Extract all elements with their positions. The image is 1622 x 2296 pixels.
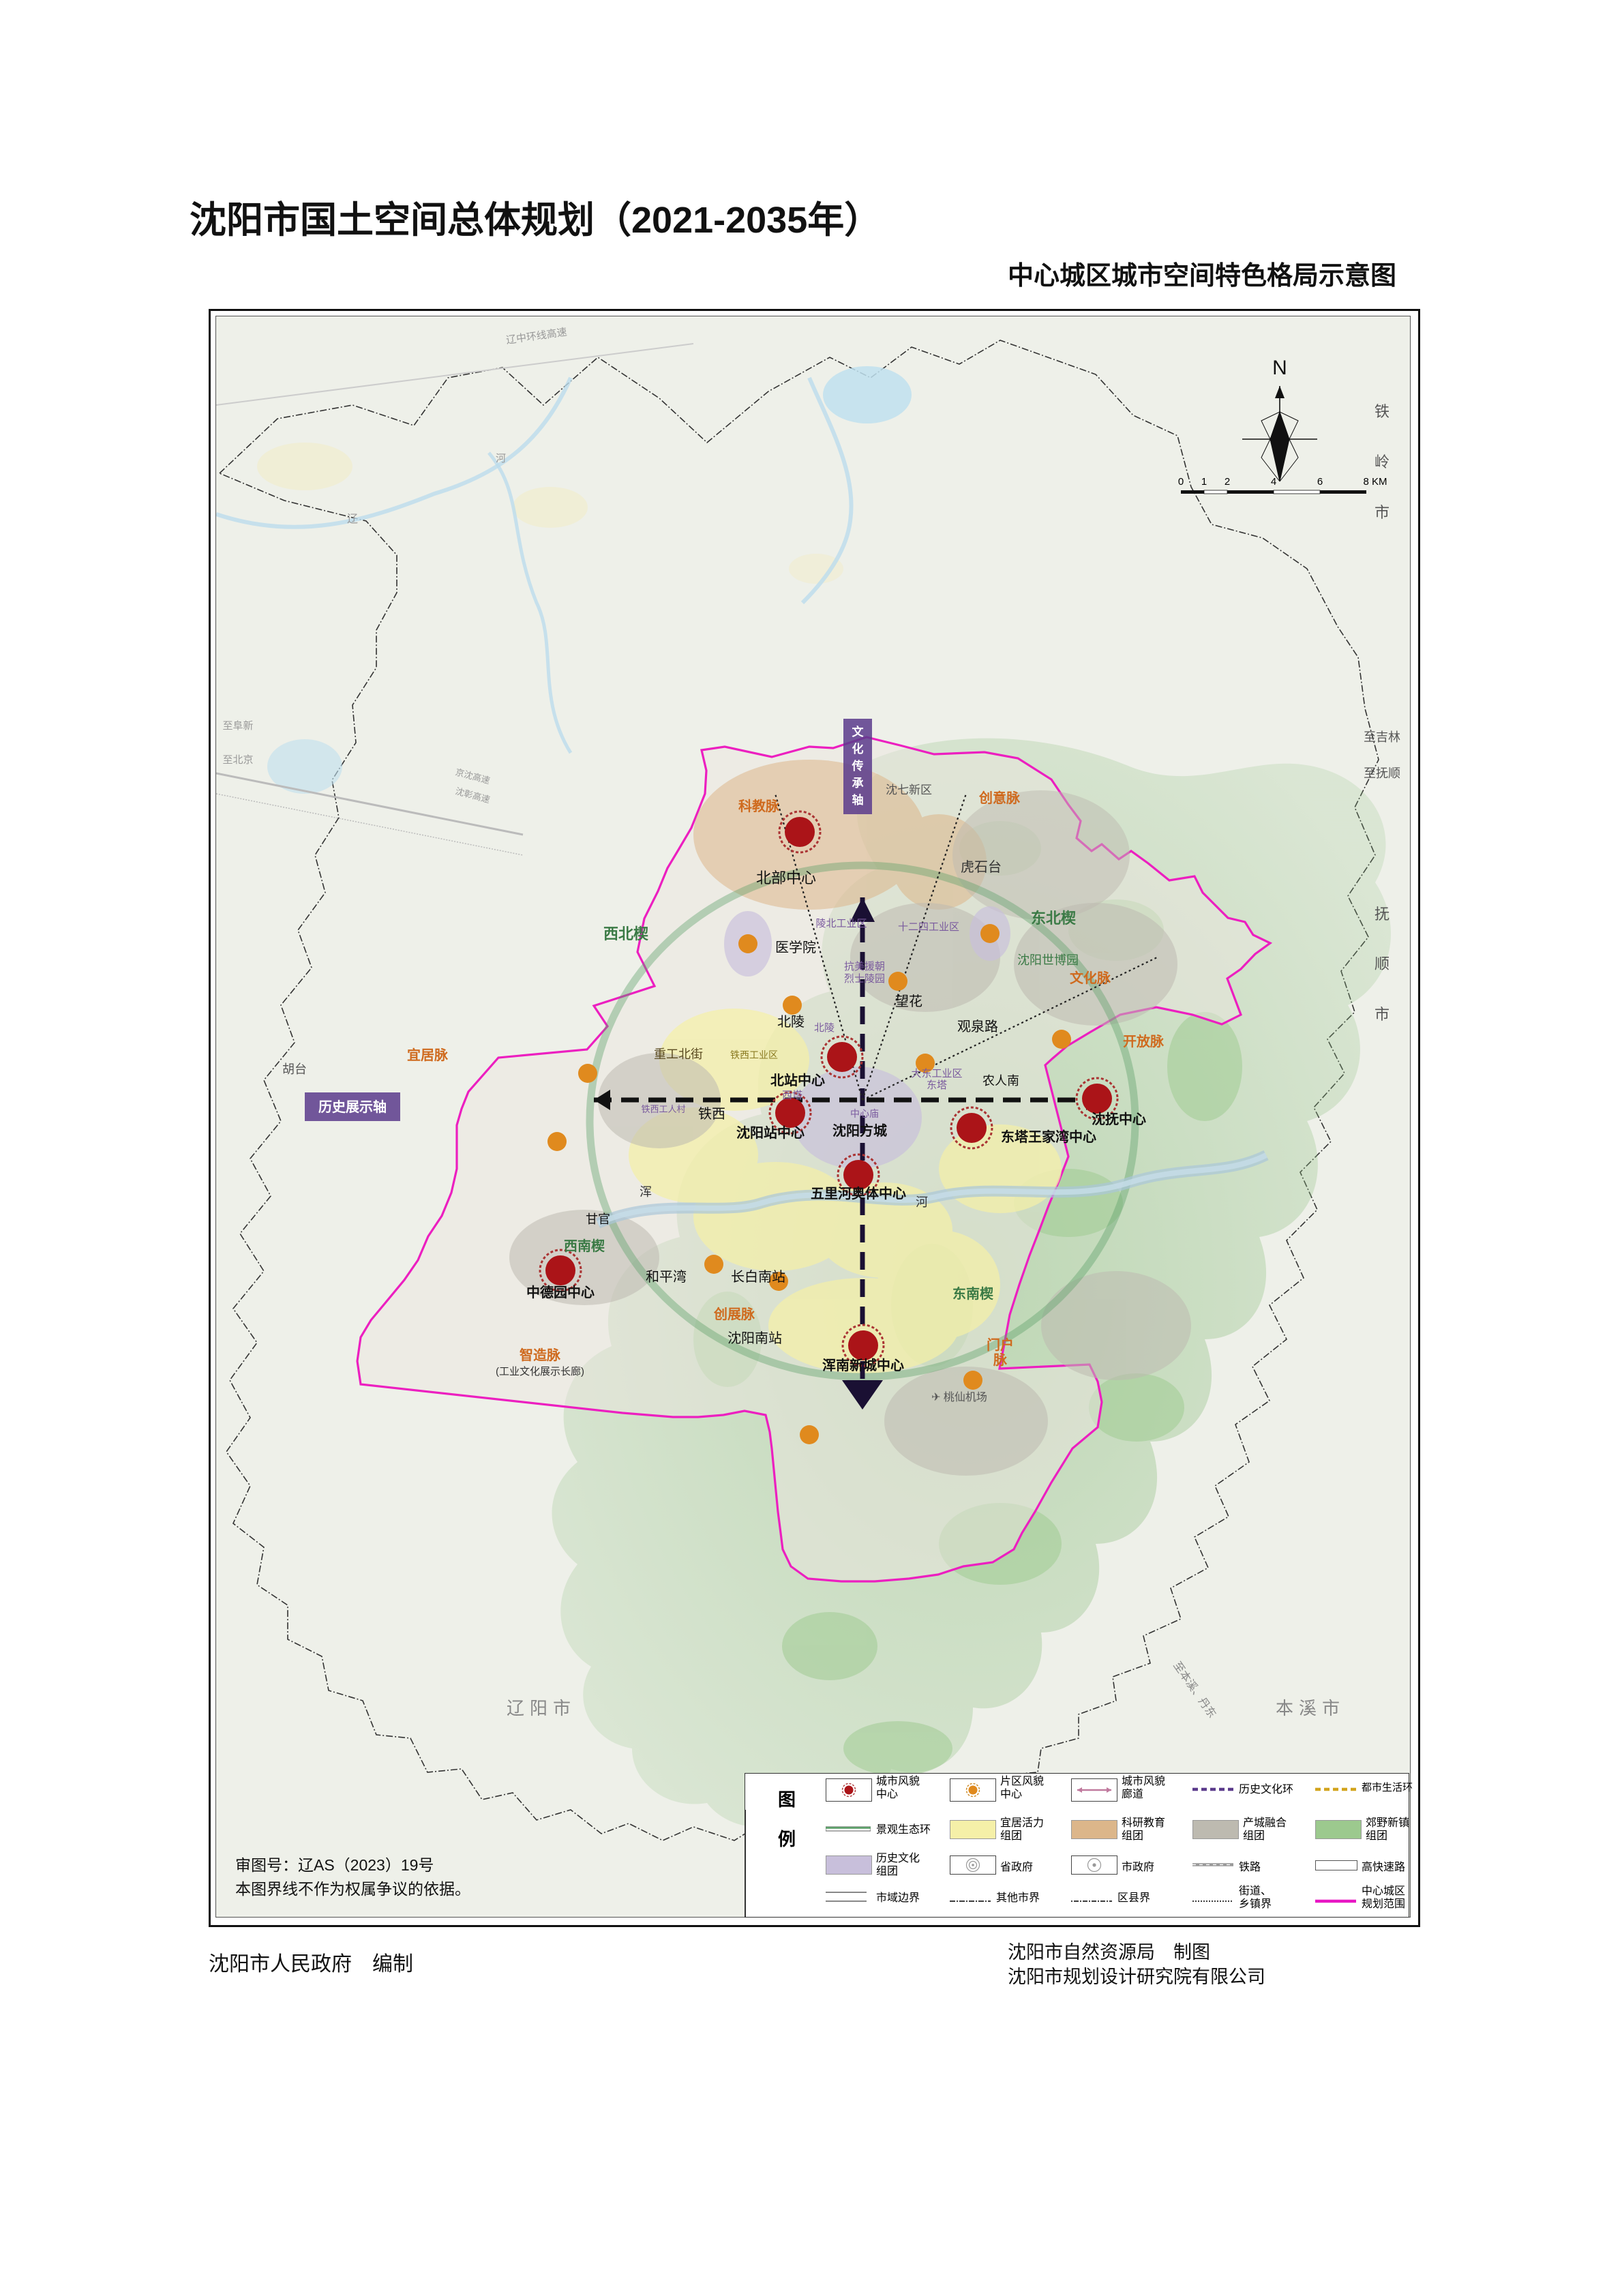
svg-text:东塔: 东塔 bbox=[927, 1079, 947, 1091]
svg-text:烈士陵园: 烈士陵园 bbox=[844, 973, 885, 985]
svg-text:和平湾: 和平湾 bbox=[646, 1269, 687, 1285]
svg-text:甘官: 甘官 bbox=[586, 1212, 610, 1226]
svg-text:门户: 门户 bbox=[987, 1337, 1014, 1353]
svg-text:铁西: 铁西 bbox=[698, 1106, 725, 1122]
svg-text:河: 河 bbox=[916, 1195, 928, 1209]
svg-text:沈阳方城: 沈阳方城 bbox=[832, 1122, 887, 1139]
svg-text:沈阳世博园: 沈阳世博园 bbox=[1017, 953, 1079, 967]
svg-text:北部中心: 北部中心 bbox=[756, 869, 816, 886]
svg-text:浑南新城中心: 浑南新城中心 bbox=[822, 1357, 904, 1373]
svg-text:西北楔: 西北楔 bbox=[603, 925, 648, 942]
svg-text:N: N bbox=[1272, 357, 1287, 379]
svg-text:铁西工业区: 铁西工业区 bbox=[730, 1049, 778, 1060]
svg-text:至北京: 至北京 bbox=[222, 754, 253, 766]
svg-text:铁: 铁 bbox=[1375, 403, 1390, 420]
svg-text:中心庙: 中心庙 bbox=[850, 1108, 879, 1119]
svg-text:2: 2 bbox=[1225, 476, 1230, 488]
svg-text:智造脉: 智造脉 bbox=[520, 1347, 561, 1363]
svg-text:东北楔: 东北楔 bbox=[1031, 910, 1076, 927]
svg-text:西塔: 西塔 bbox=[782, 1090, 802, 1101]
svg-text:十二四工业区: 十二四工业区 bbox=[898, 921, 959, 933]
svg-text:至抚顺: 至抚顺 bbox=[1364, 766, 1400, 780]
svg-text:东南楔: 东南楔 bbox=[952, 1285, 993, 1302]
svg-text:脉: 脉 bbox=[993, 1352, 1008, 1368]
svg-text:沈阳站中心: 沈阳站中心 bbox=[736, 1124, 805, 1141]
svg-text:文化脉: 文化脉 bbox=[1070, 970, 1111, 986]
svg-text:东塔王家湾中心: 东塔王家湾中心 bbox=[1001, 1129, 1096, 1145]
svg-text:农人南: 农人南 bbox=[982, 1074, 1019, 1088]
svg-text:(工业文化展示长廊): (工业文化展示长廊) bbox=[496, 1366, 584, 1377]
svg-text:沈阳南站: 沈阳南站 bbox=[727, 1330, 782, 1346]
svg-text:长白南站: 长白南站 bbox=[731, 1269, 785, 1285]
svg-text:至阜新: 至阜新 bbox=[222, 720, 253, 732]
svg-text:北陵: 北陵 bbox=[814, 1022, 835, 1034]
svg-text:1: 1 bbox=[1201, 476, 1207, 488]
svg-text:宜居脉: 宜居脉 bbox=[407, 1047, 449, 1063]
svg-text:轴: 轴 bbox=[852, 793, 864, 807]
svg-text:至吉林: 至吉林 bbox=[1364, 730, 1400, 744]
svg-text:抚: 抚 bbox=[1375, 906, 1390, 923]
svg-text:北站中心: 北站中心 bbox=[770, 1072, 825, 1088]
svg-text:重工北街: 重工北街 bbox=[654, 1047, 703, 1061]
svg-text:创展脉: 创展脉 bbox=[713, 1306, 755, 1322]
svg-text:承: 承 bbox=[852, 777, 864, 790]
svg-text:传: 传 bbox=[852, 759, 864, 773]
svg-text:陵北工业区: 陵北工业区 bbox=[815, 918, 867, 929]
svg-text:4: 4 bbox=[1271, 476, 1276, 488]
svg-text:观泉路: 观泉路 bbox=[957, 1019, 998, 1034]
svg-text:创意脉: 创意脉 bbox=[978, 790, 1021, 806]
svg-text:胡台: 胡台 bbox=[282, 1062, 307, 1076]
svg-text:医学院: 医学院 bbox=[775, 940, 816, 955]
svg-text:大东工业区: 大东工业区 bbox=[911, 1068, 962, 1079]
svg-text:北陵: 北陵 bbox=[777, 1014, 805, 1030]
svg-text:顺: 顺 bbox=[1375, 955, 1390, 972]
svg-text:虎石台: 虎石台 bbox=[961, 859, 1002, 875]
svg-text:8 KM: 8 KM bbox=[1363, 476, 1387, 488]
svg-text:岭: 岭 bbox=[1375, 453, 1390, 471]
svg-text:中德园中心: 中德园中心 bbox=[526, 1284, 595, 1300]
svg-text:✈ 桃仙机场: ✈ 桃仙机场 bbox=[931, 1391, 987, 1403]
svg-text:市: 市 bbox=[1375, 504, 1390, 521]
svg-text:6: 6 bbox=[1317, 476, 1323, 488]
svg-text:辽阳市: 辽阳市 bbox=[507, 1698, 576, 1718]
svg-text:科教脉: 科教脉 bbox=[738, 798, 780, 814]
svg-text:0: 0 bbox=[1178, 476, 1184, 488]
svg-text:西南楔: 西南楔 bbox=[564, 1238, 605, 1254]
svg-text:历史展示轴: 历史展示轴 bbox=[318, 1099, 387, 1115]
svg-text:五里河奥体中心: 五里河奥体中心 bbox=[811, 1185, 906, 1202]
svg-text:河: 河 bbox=[496, 453, 506, 464]
svg-text:辽: 辽 bbox=[347, 513, 358, 525]
svg-text:铁西工人村: 铁西工人村 bbox=[641, 1104, 685, 1114]
svg-text:沈抚中心: 沈抚中心 bbox=[1092, 1111, 1146, 1127]
svg-text:望花: 望花 bbox=[895, 994, 922, 1009]
svg-text:开放脉: 开放脉 bbox=[1123, 1033, 1165, 1049]
svg-text:文: 文 bbox=[852, 725, 865, 739]
svg-text:沈七新区: 沈七新区 bbox=[886, 784, 932, 796]
svg-text:市: 市 bbox=[1375, 1006, 1390, 1023]
svg-text:化: 化 bbox=[852, 742, 864, 756]
svg-text:本溪市: 本溪市 bbox=[1276, 1698, 1345, 1718]
svg-text:浑: 浑 bbox=[640, 1185, 652, 1199]
svg-text:抗美援朝: 抗美援朝 bbox=[844, 961, 885, 972]
